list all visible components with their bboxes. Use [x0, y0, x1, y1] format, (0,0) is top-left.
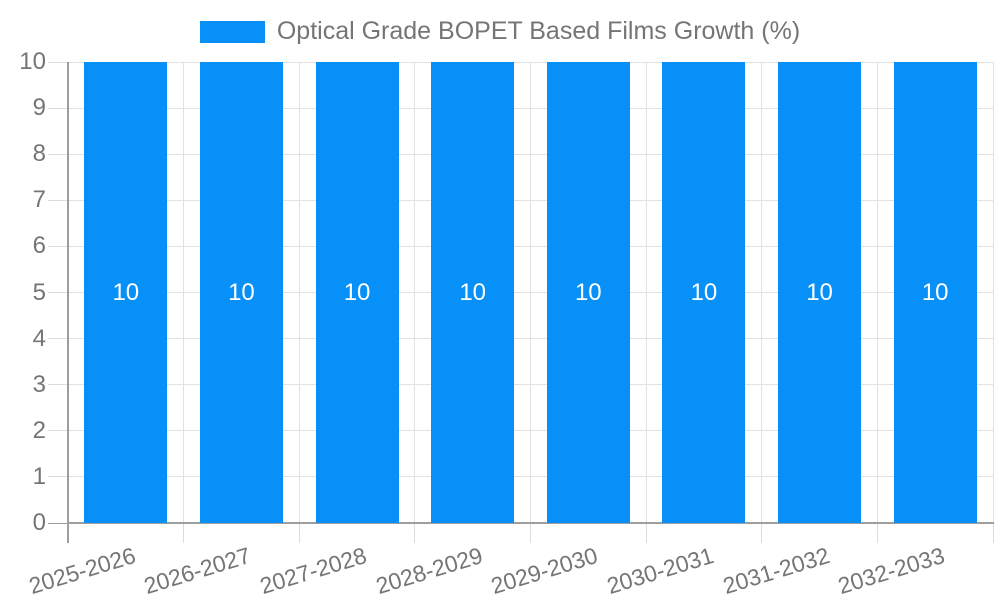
- x-axis-tick: [67, 523, 69, 543]
- bar[interactable]: 10: [778, 62, 862, 523]
- x-axis-label: 2025-2026: [25, 542, 139, 600]
- x-axis-label: 2030-2031: [603, 542, 717, 600]
- y-axis-tick: [48, 61, 68, 63]
- bar-value-label: 10: [574, 278, 602, 306]
- bar-value-label: 10: [459, 278, 487, 306]
- x-axis-tick: [992, 523, 994, 543]
- y-axis-tick: [48, 430, 68, 432]
- bar[interactable]: 10: [84, 62, 168, 523]
- y-axis-label: 5: [32, 278, 46, 306]
- bar-value-label: 10: [806, 278, 833, 306]
- y-axis-label: 2: [32, 416, 46, 444]
- x-axis-label: 2032-2033: [834, 542, 948, 600]
- x-axis-tick: [183, 523, 185, 543]
- bar-value-label: 10: [690, 278, 718, 306]
- gridline-vertical: [992, 62, 994, 523]
- gridline-vertical: [645, 62, 647, 523]
- gridline-vertical: [414, 62, 416, 523]
- y-axis-tick: [48, 476, 68, 478]
- bar-value-label: 10: [112, 278, 140, 306]
- y-axis-label: 3: [32, 370, 46, 398]
- legend-item[interactable]: Optical Grade BOPET Based Films Growth (…: [199, 17, 801, 45]
- x-axis-tick: [761, 523, 763, 543]
- x-axis-tick: [530, 523, 531, 543]
- y-axis-tick: [48, 245, 68, 247]
- gridline-vertical: [530, 62, 531, 523]
- bar-value-label: 10: [343, 278, 371, 306]
- y-axis-tick: [48, 338, 68, 340]
- x-axis-label: 2028-2029: [372, 542, 486, 600]
- gridline-vertical: [761, 62, 763, 523]
- x-axis-line: [67, 522, 994, 524]
- y-axis-label: 4: [32, 324, 46, 352]
- x-axis-tick: [876, 523, 878, 543]
- gridline-vertical: [876, 62, 878, 523]
- y-axis-label: 1: [32, 462, 46, 490]
- y-axis-label: 8: [32, 140, 46, 168]
- bar[interactable]: 10: [431, 62, 515, 523]
- y-axis-label: 9: [32, 94, 46, 122]
- y-axis-line: [67, 62, 69, 523]
- bar[interactable]: 10: [662, 62, 746, 523]
- gridline-vertical: [298, 62, 300, 523]
- legend-label: Optical Grade BOPET Based Films Growth (…: [276, 17, 801, 45]
- bar-value-label: 10: [228, 278, 255, 306]
- y-axis-tick: [48, 522, 68, 524]
- y-axis-label: 0: [32, 509, 46, 536]
- x-axis-label: 2026-2027: [141, 542, 255, 600]
- legend: Optical Grade BOPET Based Films Growth (…: [0, 18, 1000, 45]
- y-axis-tick: [48, 384, 68, 386]
- x-axis-tick: [298, 523, 300, 543]
- legend-swatch-icon: [199, 20, 265, 43]
- y-axis-tick: [48, 107, 68, 109]
- x-axis-label: 2027-2028: [256, 542, 370, 600]
- y-axis-label: 6: [32, 232, 46, 260]
- x-axis-label: 2029-2030: [488, 542, 601, 600]
- x-axis-label: 2031-2032: [719, 542, 833, 600]
- bar[interactable]: 10: [315, 62, 399, 523]
- bar[interactable]: 10: [199, 62, 283, 523]
- bar[interactable]: 10: [893, 62, 977, 523]
- y-axis-label: 7: [32, 186, 46, 214]
- y-axis-tick: [48, 199, 68, 201]
- y-axis-tick: [48, 292, 68, 293]
- bar-value-label: 10: [921, 278, 949, 306]
- gridline-vertical: [183, 62, 185, 523]
- x-axis-tick: [414, 523, 416, 543]
- y-axis-label: 10: [19, 48, 46, 75]
- bar[interactable]: 10: [546, 62, 630, 523]
- y-axis-tick: [48, 153, 68, 155]
- x-axis-tick: [645, 523, 647, 543]
